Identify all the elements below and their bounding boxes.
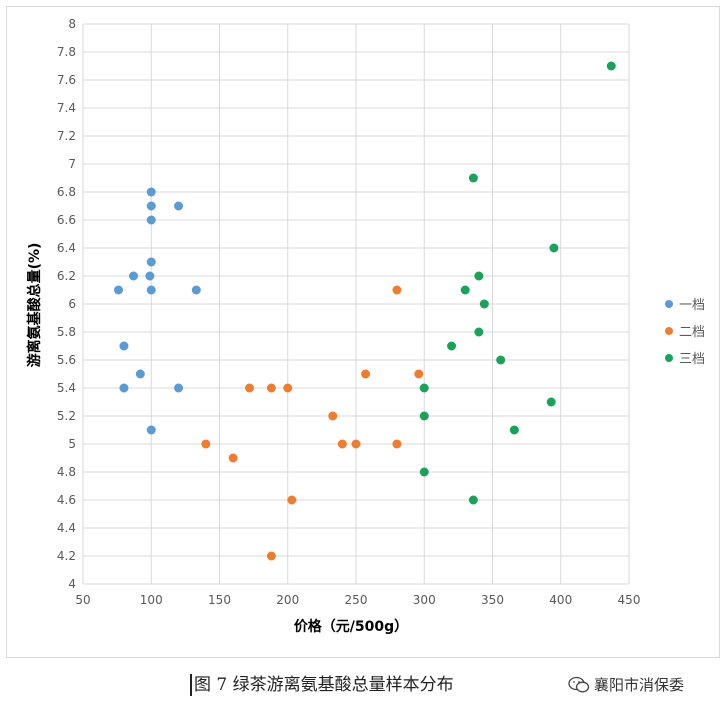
data-point	[549, 243, 559, 253]
y-tick-label: 5.4	[57, 381, 76, 395]
legend-marker	[665, 300, 673, 308]
data-point	[146, 215, 156, 225]
legend-marker	[665, 354, 673, 362]
data-point	[146, 425, 156, 435]
y-tick-label: 8	[68, 17, 76, 31]
data-point	[392, 285, 402, 295]
watermark-text: 襄阳市消保委	[594, 676, 685, 694]
wechat-watermark: 襄阳市消保委	[568, 674, 684, 696]
data-point	[129, 271, 139, 281]
y-tick-label: 7.2	[57, 129, 76, 143]
legend-label: 三档	[679, 352, 705, 367]
x-axis-ticks: 50 100 150 200 250 300 350 400 450	[75, 593, 640, 607]
y-tick-label: 7.4	[57, 101, 76, 115]
y-axis-ticks: 4 4.2 4.4 4.6 4.8 5 5.2 5.4 5.6 5.8 6 6.2 6.4 6.6 6.8 7…	[57, 17, 76, 591]
x-tick-label: 50	[75, 593, 90, 607]
x-tick-label: 200	[276, 593, 299, 607]
data-point	[392, 439, 402, 449]
x-axis-title: 价格（元/500g）	[294, 618, 408, 635]
wechat-icon	[568, 676, 590, 693]
chart-frame: 4 4.2 4.4 4.6 4.8 5 5.2 5.4 5.6 5.8 6 6.2 6.4 6.6 6.8 7…	[6, 6, 720, 658]
data-point	[113, 285, 123, 295]
legend-marker	[665, 327, 673, 335]
y-axis-title: 游离氨基酸总量(%)	[26, 243, 43, 368]
data-point	[174, 383, 184, 393]
data-point	[479, 299, 489, 309]
scatter-chart: 4 4.2 4.4 4.6 4.8 5 5.2 5.4 5.6 5.8 6 6.2 6.4 6.6 6.8 7…	[26, 17, 705, 635]
data-point	[351, 439, 361, 449]
y-tick-label: 4	[68, 577, 76, 591]
y-tick-label: 6.6	[57, 213, 76, 227]
data-point	[468, 173, 478, 183]
data-point	[546, 397, 556, 407]
data-point	[146, 257, 156, 267]
data-point	[328, 411, 338, 421]
y-tick-label: 4.8	[57, 465, 76, 479]
data-point	[460, 285, 470, 295]
data-points	[113, 61, 616, 561]
y-tick-label: 7.6	[57, 73, 76, 87]
data-point	[496, 355, 506, 365]
data-point	[419, 411, 429, 421]
data-point	[146, 201, 156, 211]
y-tick-label: 6.8	[57, 185, 76, 199]
data-point	[468, 495, 478, 505]
data-point	[361, 369, 371, 379]
y-tick-label: 5.8	[57, 325, 76, 339]
data-point	[474, 327, 484, 337]
x-tick-label: 450	[618, 593, 641, 607]
data-point	[337, 439, 347, 449]
y-tick-label: 5.6	[57, 353, 76, 367]
y-tick-label: 6.2	[57, 269, 76, 283]
data-point	[191, 285, 201, 295]
data-point	[266, 383, 276, 393]
x-tick-label: 100	[140, 593, 163, 607]
x-tick-label: 350	[481, 593, 504, 607]
gridlines	[82, 23, 630, 585]
x-tick-label: 250	[345, 593, 368, 607]
data-point	[287, 495, 297, 505]
y-tick-label: 4.4	[57, 521, 76, 535]
legend-label: 二档	[679, 325, 705, 340]
y-tick-label: 6.4	[57, 241, 76, 255]
data-point	[135, 369, 145, 379]
data-point	[228, 453, 238, 463]
data-point	[606, 61, 616, 71]
x-tick-label: 150	[208, 593, 231, 607]
data-point	[266, 551, 276, 561]
figure-caption: 图 7 绿茶游离氨基酸总量样本分布	[190, 674, 454, 696]
legend-label: 一档	[679, 298, 705, 313]
data-point	[419, 467, 429, 477]
data-point	[447, 341, 457, 351]
x-tick-label: 400	[549, 593, 572, 607]
y-tick-label: 6	[68, 297, 76, 311]
data-point	[146, 187, 156, 197]
y-tick-label: 4.6	[57, 493, 76, 507]
data-point	[174, 201, 184, 211]
y-tick-label: 5.2	[57, 409, 76, 423]
data-point	[414, 369, 424, 379]
data-point	[145, 271, 155, 281]
y-tick-label: 7.8	[57, 45, 76, 59]
data-point	[201, 439, 211, 449]
x-tick-label: 300	[413, 593, 436, 607]
data-point	[119, 341, 129, 351]
y-tick-label: 7	[68, 157, 76, 171]
data-point	[146, 285, 156, 295]
data-point	[474, 271, 484, 281]
y-tick-label: 4.2	[57, 549, 76, 563]
y-tick-label: 5	[68, 437, 76, 451]
data-point	[419, 383, 429, 393]
data-point	[119, 383, 129, 393]
data-point	[509, 425, 519, 435]
data-point	[245, 383, 255, 393]
data-point	[283, 383, 293, 393]
